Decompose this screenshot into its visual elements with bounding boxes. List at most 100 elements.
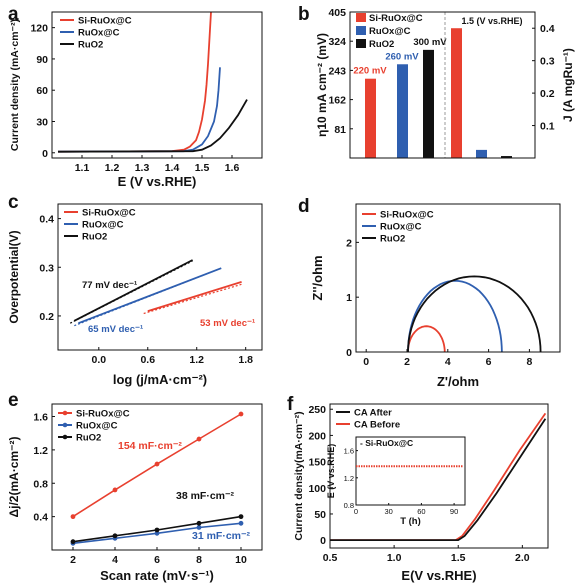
slope-annotation: 65 mV dec⁻¹: [88, 324, 143, 335]
x-tick-label: 6: [154, 554, 160, 566]
data-point: [196, 525, 202, 530]
inset-legend: - Si-RuOx@C: [360, 438, 413, 448]
series-line: [330, 418, 547, 541]
y-tick-label: 1.6: [33, 412, 48, 424]
plot-frame: [355, 203, 561, 353]
series-line: [407, 279, 503, 353]
bar: [476, 149, 487, 158]
legend-entry: CA After: [354, 408, 392, 419]
x-axis-label: Z'/ohm: [437, 374, 479, 389]
legend-entry: CA Before: [354, 420, 400, 431]
y-tick-label: 1.6: [344, 447, 354, 456]
y-axis-label: Current density (mA·cm⁻²): [9, 19, 21, 151]
legend-entry: RuOx@C: [82, 220, 124, 231]
panel-label: c: [8, 192, 19, 213]
legend-entry: Si-RuOx@C: [82, 208, 136, 219]
y-tick-label: 90: [36, 54, 48, 66]
x-tick-label: 2: [70, 554, 76, 566]
bar-label: 260 mV: [385, 51, 419, 62]
legend-entry: RuO2: [369, 39, 394, 50]
series-line: [147, 281, 242, 312]
x-axis-label: log (j/mA·cm⁻²): [113, 372, 207, 387]
legend-entry: RuO2: [78, 40, 103, 51]
y-tick-label: 81: [334, 124, 346, 136]
series-line: [407, 275, 542, 353]
y-tick-label: 0.1: [540, 121, 555, 133]
series-line: [407, 325, 446, 353]
y-tick-label: 0.3: [540, 56, 555, 68]
legend-swatch: [356, 13, 366, 22]
panel-label: f: [287, 394, 294, 415]
series-line: [73, 259, 194, 322]
y-axis-label: Z''/ohm: [310, 255, 325, 300]
y-tick-label: 200: [308, 430, 326, 442]
x-tick-label: 2: [404, 356, 410, 368]
y-tick-label: 0.3: [39, 262, 54, 274]
x-tick-label: 1.2: [105, 162, 120, 174]
legend-entry: RuOx@C: [380, 222, 422, 233]
capacitance-annotation: 154 mF·cm⁻²: [118, 440, 182, 452]
legend-entry: Si-RuOx@C: [76, 409, 130, 420]
data-point: [154, 530, 160, 536]
x-tick-label: 0: [363, 356, 369, 368]
x-tick-label: 0: [354, 507, 358, 516]
bar-label: 300 mV: [413, 37, 447, 48]
x-tick-label: 2.0: [515, 552, 530, 564]
legend-entry: RuO2: [76, 433, 101, 444]
x-tick-label: 6: [486, 356, 492, 368]
panel-label: a: [8, 4, 19, 25]
x-tick-label: 1.4: [165, 162, 180, 174]
x-axis-label: E(V vs.RHE): [401, 568, 476, 583]
plot-frame: [329, 403, 549, 549]
x-tick-label: 1.0: [387, 552, 402, 564]
x-tick-label: 60: [417, 507, 425, 516]
data-point: [70, 539, 76, 545]
y-tick-label: 0.8: [33, 478, 48, 490]
fit-line: [143, 283, 242, 315]
legend-entry: RuOx@C: [369, 26, 411, 37]
data-point: [238, 514, 244, 520]
y-tick-label: 100: [308, 483, 326, 495]
y-tick-label: 0.4: [540, 23, 555, 35]
y-tick-label: 0: [346, 347, 352, 359]
x-tick-label: 4: [445, 356, 451, 368]
y-tick-label: 0.8: [344, 501, 354, 510]
x-tick-label: 1.5: [451, 552, 466, 564]
legend-entry: RuOx@C: [76, 421, 118, 432]
bar: [397, 64, 408, 158]
legend-swatch: [356, 26, 366, 35]
x-tick-label: 10: [235, 554, 247, 566]
y-tick-label: 1: [346, 292, 352, 304]
panel-label: d: [298, 196, 310, 217]
x-tick-label: 1.2: [189, 354, 204, 366]
x-tick-label: 4: [112, 554, 118, 566]
legend-entry: RuOx@C: [78, 28, 120, 39]
y-tick-label: 0.2: [39, 311, 54, 323]
legend-entry: Si-RuOx@C: [380, 210, 434, 221]
capacitance-annotation: 38 mF·cm⁻²: [176, 490, 235, 502]
x-tick-label: 1.1: [75, 162, 90, 174]
y-axis-label: Current density(mA·cm⁻²): [293, 411, 305, 540]
y-tick-label: 405: [328, 7, 346, 19]
y-tick-label: 250: [308, 404, 326, 416]
slope-annotation: 77 mV dec⁻¹: [82, 280, 137, 291]
panel-label: e: [8, 390, 19, 411]
x-tick-label: 1.5: [195, 162, 210, 174]
legend-entry: RuO2: [380, 234, 405, 245]
y-tick-label: 162: [328, 95, 346, 107]
y-axis-label: Δj/2(mA·cm⁻²): [7, 437, 21, 518]
series-line: [57, 99, 248, 153]
y-tick-label: 0.4: [33, 512, 48, 524]
x-tick-label: 1.6: [225, 162, 240, 174]
legend-entry: Si-RuOx@C: [78, 16, 132, 27]
plot-frame: [51, 11, 263, 159]
x-axis-label: E (V vs.RHE): [118, 174, 197, 189]
data-point: [154, 527, 160, 533]
legend-marker: [62, 434, 68, 440]
legend-entry: Si-RuOx@C: [369, 13, 423, 24]
x-tick-label: 1.3: [135, 162, 150, 174]
y-tick-label: 0: [320, 535, 326, 547]
x-tick-label: 0.6: [140, 354, 155, 366]
